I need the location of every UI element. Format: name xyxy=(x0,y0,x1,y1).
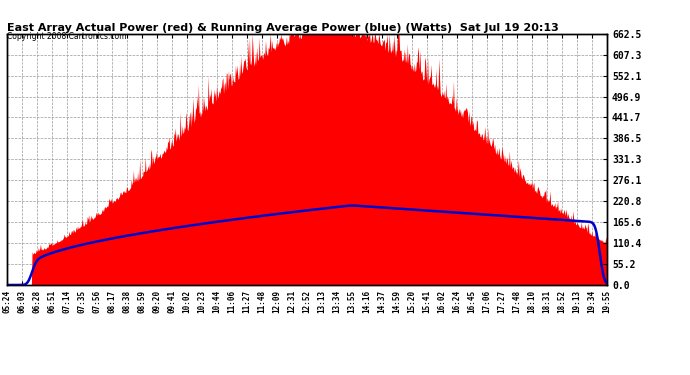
Text: East Array Actual Power (red) & Running Average Power (blue) (Watts)  Sat Jul 19: East Array Actual Power (red) & Running … xyxy=(7,23,559,33)
Text: Copyright 2008 Cartronics.com: Copyright 2008 Cartronics.com xyxy=(7,32,126,41)
